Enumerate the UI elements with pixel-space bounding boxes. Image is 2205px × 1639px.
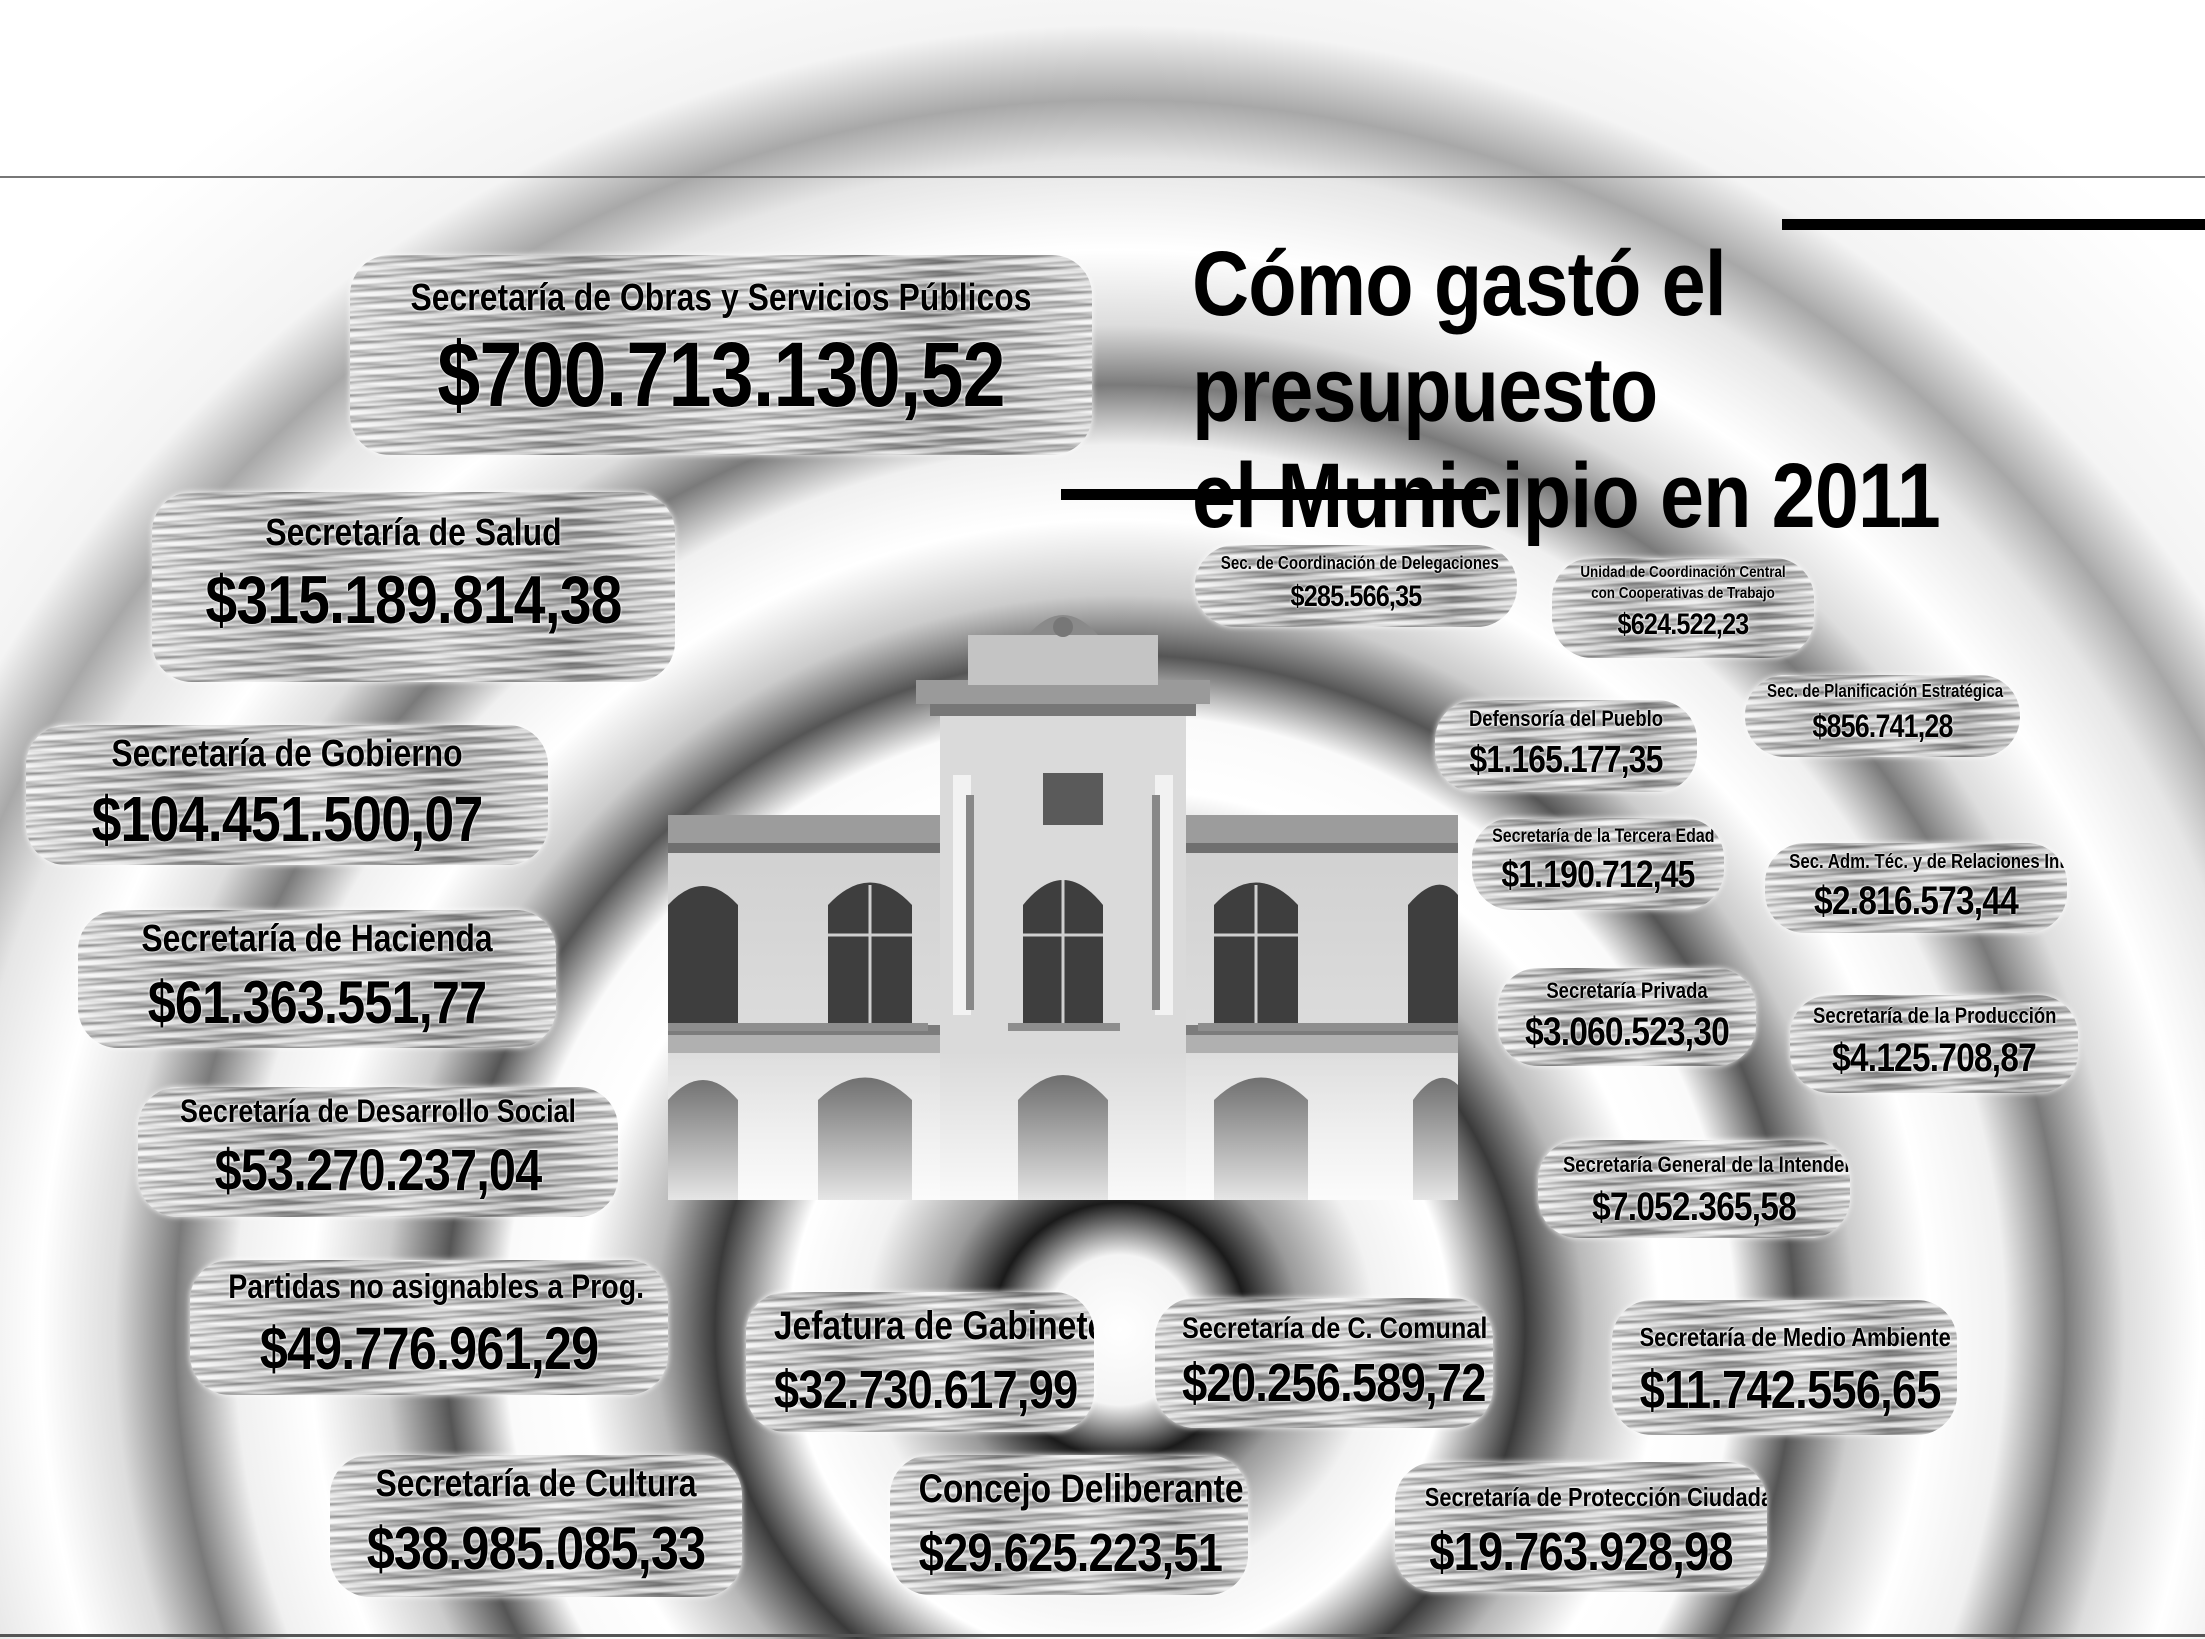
budget-item-defensoria: Defensoría del Pueblo $1.165.177,35 — [1435, 700, 1697, 792]
budget-item-label-2: con Cooperativas de Trabajo — [1591, 585, 1775, 602]
budget-item-hacienda: Secretaría de Hacienda $61.363.551,77 — [78, 910, 556, 1048]
title-rule-bottom — [1061, 489, 1486, 500]
budget-item-amount: $4.125.708,87 — [1832, 1036, 2037, 1080]
budget-item-label: Sec. Adm. Téc. y de Relaciones Int. — [1789, 851, 2067, 873]
budget-item-amount: $700.713.130,52 — [437, 324, 1005, 426]
budget-item-label: Secretaría de Gobierno — [111, 733, 463, 775]
top-frame-line — [0, 176, 2205, 178]
municipal-building-image — [668, 605, 1458, 1200]
budget-item-amount: $53.270.237,04 — [214, 1138, 543, 1203]
budget-item-label: Concejo Deliberante — [918, 1467, 1244, 1511]
budget-item-label: Secretaría de Protección Ciudadana — [1424, 1482, 1767, 1512]
budget-item-amount: $2.816.573,44 — [1814, 879, 2019, 923]
budget-item-label: Sec. de Planificación Estratégica — [1767, 681, 2004, 701]
budget-item-amount: $7.052.365,58 — [1592, 1185, 1797, 1229]
budget-item-amount: $38.985.085,33 — [366, 1515, 706, 1582]
budget-item-label: Secretaría Privada — [1546, 978, 1708, 1003]
budget-item-obras: Secretaría de Obras y Servicios Públicos… — [350, 255, 1092, 455]
budget-item-label: Jefatura de Gabinete — [773, 1304, 1094, 1348]
title-rule-top — [1782, 219, 2205, 230]
budget-item-amount: $315.189.814,38 — [205, 562, 622, 638]
budget-item-label: Secretaría de Obras y Servicios Públicos — [410, 277, 1032, 319]
budget-item-amount: $49.776.961,29 — [259, 1315, 599, 1382]
budget-item-amount: $856.741,28 — [1812, 708, 1953, 744]
budget-item-label: Secretaría de la Producción — [1813, 1003, 2057, 1028]
budget-item-label: Secretaría de Salud — [265, 512, 562, 554]
budget-item-concejo: Concejo Deliberante $29.625.223,51 — [890, 1455, 1248, 1595]
budget-item-label: Secretaría de C. Comunal — [1182, 1312, 1488, 1345]
budget-item-amount: $32.730.617,99 — [773, 1360, 1078, 1420]
budget-item-proteccion-ciudadana: Secretaría de Protección Ciudadana $19.7… — [1395, 1462, 1767, 1592]
budget-item-cultura: Secretaría de Cultura $38.985.085,33 — [330, 1455, 742, 1597]
budget-item-amount: $3.060.523,30 — [1525, 1010, 1730, 1054]
budget-item-privada: Secretaría Privada $3.060.523,30 — [1498, 968, 1756, 1066]
budget-item-label: Secretaría General de la Intendencia — [1562, 1152, 1850, 1177]
page-title-line-1: Cómo gastó el presupuesto — [1192, 233, 1727, 441]
budget-item-amount: $104.451.500,07 — [91, 783, 484, 855]
budget-item-produccion: Secretaría de la Producción $4.125.708,8… — [1790, 995, 2078, 1093]
budget-item-tercera-edad: Secretaría de la Tercera Edad $1.190.712… — [1472, 818, 1724, 910]
budget-item-amount: $29.625.223,51 — [918, 1523, 1223, 1583]
budget-item-label: Secretaría de la Tercera Edad — [1492, 826, 1715, 847]
budget-item-salud: Secretaría de Salud $315.189.814,38 — [152, 492, 675, 682]
page-title: Cómo gastó el presupuesto el Municipio e… — [1192, 232, 2035, 549]
budget-item-label: Sec. de Coordinación de Delegaciones — [1220, 553, 1499, 573]
budget-item-planificacion: Sec. de Planificación Estratégica $856.7… — [1745, 675, 2020, 757]
budget-item-amount: $20.256.589,72 — [1182, 1353, 1486, 1413]
budget-item-amount: $1.190.712,45 — [1501, 854, 1695, 896]
budget-item-label: Partidas no asignables a Prog. — [228, 1268, 645, 1306]
budget-item-label: Secretaría de Medio Ambiente — [1639, 1322, 1951, 1352]
budget-item-medio-ambiente: Secretaría de Medio Ambiente $11.742.556… — [1612, 1300, 1957, 1435]
budget-item-label: Secretaría de Hacienda — [141, 918, 493, 960]
budget-item-label: Secretaría de Desarrollo Social — [180, 1093, 576, 1129]
budget-item-gobierno: Secretaría de Gobierno $104.451.500,07 — [26, 725, 548, 865]
budget-item-amount: $624.522,23 — [1617, 608, 1750, 641]
budget-item-control-comunal: Secretaría de C. Comunal $20.256.589,72 — [1155, 1298, 1493, 1428]
bottom-frame-line — [0, 1634, 2205, 1637]
budget-item-label: Secretaría de Cultura — [375, 1463, 697, 1505]
budget-item-label: Unidad de Coordinación Central — [1580, 564, 1786, 581]
budget-item-amount: $19.763.928,98 — [1429, 1522, 1733, 1582]
budget-item-jefatura: Jefatura de Gabinete $32.730.617,99 — [746, 1292, 1094, 1432]
budget-item-delegaciones: Sec. de Coordinación de Delegaciones $28… — [1195, 545, 1517, 627]
budget-item-desarrollo-social: Secretaría de Desarrollo Social $53.270.… — [138, 1087, 618, 1217]
budget-item-general-intendencia: Secretaría General de la Intendencia $7.… — [1538, 1140, 1850, 1238]
budget-item-label: Defensoría del Pueblo — [1468, 706, 1664, 731]
page-title-line-2: el Municipio en 2011 — [1192, 444, 1941, 547]
budget-item-amount: $11.742.556,65 — [1639, 1360, 1942, 1420]
budget-item-cooperativas: Unidad de Coordinación Central con Coope… — [1552, 558, 1814, 658]
budget-item-amount: $285.566,35 — [1290, 580, 1423, 613]
budget-item-amount: $61.363.551,77 — [147, 969, 487, 1036]
budget-item-relaciones-int: Sec. Adm. Téc. y de Relaciones Int. $2.8… — [1765, 843, 2067, 933]
budget-item-amount: $1.165.177,35 — [1469, 739, 1663, 781]
budget-item-partidas: Partidas no asignables a Prog. $49.776.9… — [190, 1260, 668, 1395]
